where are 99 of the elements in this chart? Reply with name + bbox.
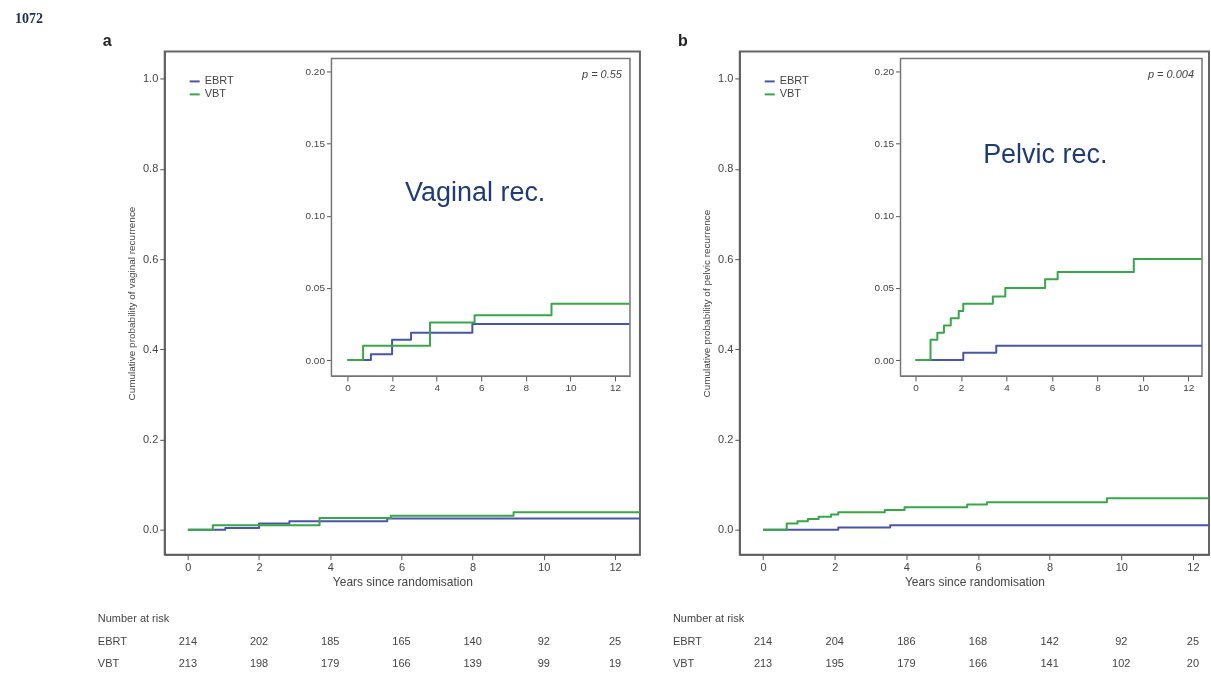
text: 186 xyxy=(897,635,916,648)
legend-label: VBT xyxy=(204,87,227,100)
text: 195 xyxy=(825,657,844,670)
text: 20 xyxy=(1186,657,1199,670)
x-tick-label: 6 xyxy=(975,561,982,574)
x-tick-label: 6 xyxy=(478,382,485,394)
x-tick-label: 0 xyxy=(185,561,192,574)
y-tick-label: 1.0 xyxy=(142,72,159,85)
text: 214 xyxy=(753,635,773,648)
text: 166 xyxy=(392,657,411,670)
x-axis-title: Years since randomisation xyxy=(904,575,1045,590)
x-tick-label: 2 xyxy=(832,561,839,574)
x-tick-label: 4 xyxy=(434,382,441,394)
text: 179 xyxy=(321,657,340,670)
x-tick-label: 0 xyxy=(760,561,767,574)
y-tick-label: 0.00 xyxy=(305,354,326,366)
text: Number at risk xyxy=(672,611,745,624)
x-tick-label: 8 xyxy=(470,561,477,574)
text: 140 xyxy=(463,635,482,648)
annotation: p = 0.004 xyxy=(1146,68,1195,81)
y-tick-label: 1.0 xyxy=(718,72,734,85)
x-tick-label: 8 xyxy=(523,382,530,394)
text: EBRT xyxy=(672,635,703,648)
y-tick-label: 0.2 xyxy=(718,433,734,446)
y-tick-label: 0.10 xyxy=(305,210,326,222)
x-tick-label: 2 xyxy=(958,382,965,394)
text: 25 xyxy=(608,635,622,648)
annotation: Pelvic rec. xyxy=(983,139,1108,170)
text: 185 xyxy=(321,635,340,648)
text: 92 xyxy=(537,635,550,648)
text: 19 xyxy=(608,657,622,670)
text: 1072 xyxy=(14,10,43,26)
annotation: Vaginal rec. xyxy=(405,177,546,208)
text: 179 xyxy=(897,657,916,670)
text: 141 xyxy=(1040,657,1059,670)
x-tick-label: 12 xyxy=(609,561,622,574)
x-tick-label: 8 xyxy=(1095,382,1102,394)
text: 202 xyxy=(249,635,269,648)
text: 142 xyxy=(1040,635,1059,648)
y-tick-label: 0.15 xyxy=(305,138,326,150)
chart-title: a xyxy=(102,32,112,50)
text: 165 xyxy=(392,635,411,648)
x-tick-label: 4 xyxy=(327,561,334,574)
y-tick-label: 0.0 xyxy=(718,523,734,536)
x-tick-label: 2 xyxy=(256,561,263,574)
legend-label: EBRT xyxy=(779,74,810,87)
text: Number at risk xyxy=(97,611,170,624)
y-tick-label: 0.2 xyxy=(142,433,159,446)
y-tick-label: 0.20 xyxy=(874,65,895,77)
x-tick-label: 6 xyxy=(1049,382,1056,394)
x-tick-label: 4 xyxy=(1004,382,1011,394)
text: 166 xyxy=(968,657,988,670)
x-tick-label: 12 xyxy=(1187,561,1200,574)
text: 102 xyxy=(1112,657,1131,670)
x-axis-title: Years since randomisation xyxy=(332,575,473,590)
x-tick-label: 6 xyxy=(398,561,405,574)
text: 139 xyxy=(463,657,482,670)
x-tick-label: 12 xyxy=(609,382,622,394)
y-tick-label: 0.05 xyxy=(305,282,326,294)
annotation: p = 0.55 xyxy=(581,68,623,81)
y-axis-title: Cumulative probability of pelvic recurrence xyxy=(701,209,713,398)
y-tick-label: 0.10 xyxy=(874,210,895,222)
text: 204 xyxy=(825,635,844,648)
text: VBT xyxy=(672,657,695,670)
chart-title: b xyxy=(677,32,688,50)
text: 213 xyxy=(753,657,773,670)
x-tick-label: 2 xyxy=(389,382,396,394)
text: 168 xyxy=(968,635,988,648)
x-tick-label: 4 xyxy=(903,561,910,574)
x-tick-label: 12 xyxy=(1183,382,1195,394)
y-tick-label: 0.05 xyxy=(874,282,895,294)
x-tick-label: 10 xyxy=(538,561,551,574)
x-tick-label: 0 xyxy=(345,382,352,394)
y-tick-label: 0.0 xyxy=(142,523,159,536)
y-tick-label: 0.6 xyxy=(142,252,159,265)
y-tick-label: 0.00 xyxy=(874,354,895,366)
text: 92 xyxy=(1115,635,1128,648)
y-tick-label: 0.20 xyxy=(305,65,326,77)
text: 198 xyxy=(249,657,269,670)
y-tick-label: 0.8 xyxy=(142,162,159,175)
y-tick-label: 0.6 xyxy=(718,252,734,265)
y-tick-label: 0.4 xyxy=(142,342,159,355)
text: 25 xyxy=(1186,635,1199,648)
text: 214 xyxy=(178,635,198,648)
x-tick-label: 10 xyxy=(565,382,577,394)
x-tick-label: 8 xyxy=(1047,561,1054,574)
text: 213 xyxy=(178,657,198,670)
x-tick-label: 10 xyxy=(1115,561,1128,574)
x-tick-label: 0 xyxy=(913,382,920,394)
text: VBT xyxy=(97,657,120,670)
y-tick-label: 0.8 xyxy=(718,162,734,175)
x-tick-label: 10 xyxy=(1137,382,1150,394)
y-tick-label: 0.15 xyxy=(874,138,895,150)
legend-label: VBT xyxy=(779,87,802,100)
y-tick-label: 0.4 xyxy=(718,342,734,355)
legend-label: EBRT xyxy=(204,74,235,87)
text: EBRT xyxy=(97,635,128,648)
text: 99 xyxy=(537,657,550,670)
y-axis-title: Cumulative probability of vaginal recurrence xyxy=(125,206,137,401)
